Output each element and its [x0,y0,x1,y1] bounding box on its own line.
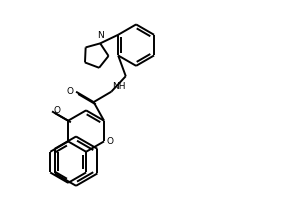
Text: NH: NH [112,82,126,91]
Text: O: O [107,137,114,146]
Text: O: O [66,87,73,96]
Text: O: O [54,106,61,115]
Text: N: N [97,31,104,40]
